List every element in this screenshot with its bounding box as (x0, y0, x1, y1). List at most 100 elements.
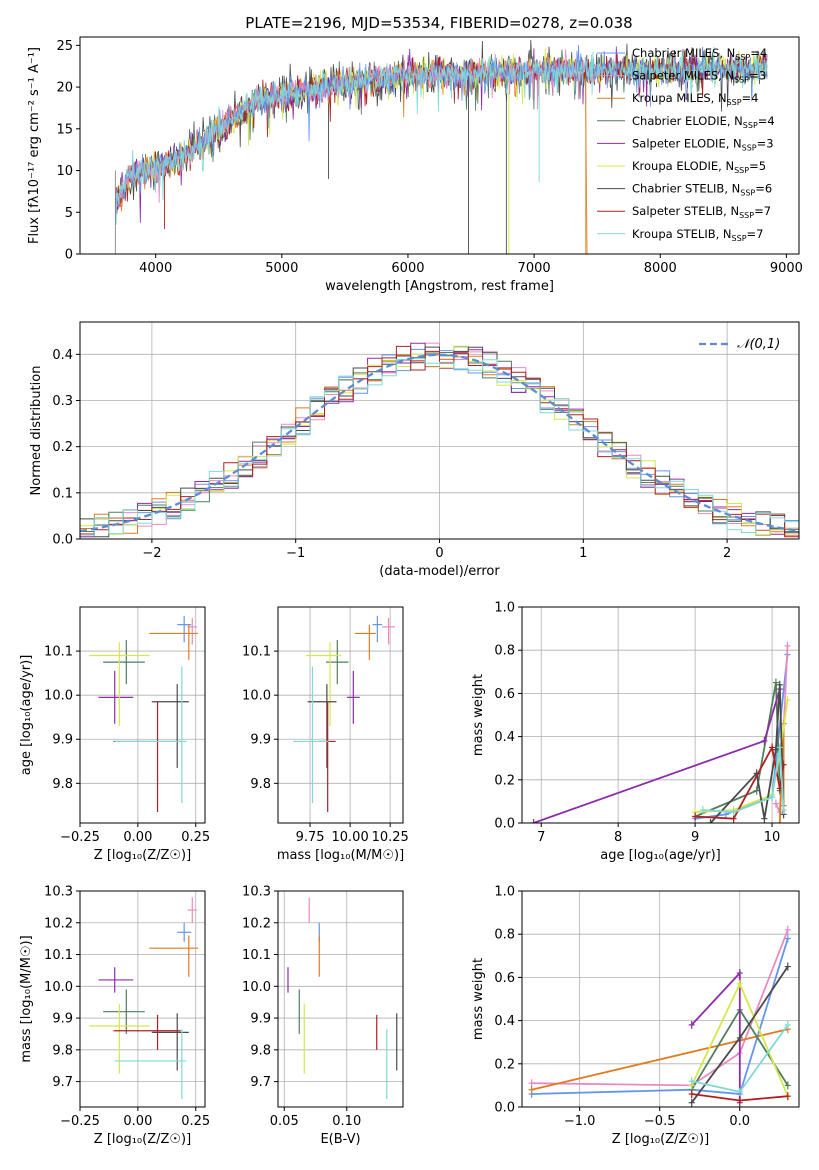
histogram-step (80, 358, 799, 539)
y-tick-label: 10.3 (242, 885, 271, 900)
plot-area (89, 897, 199, 1100)
legend-label: Chabrier ELODIE, NSSP=4 (632, 114, 775, 130)
x-tick-label: 0.0 (729, 1114, 750, 1129)
y-tick-label: 0 (65, 248, 73, 263)
y-tick-label: 10.2 (44, 916, 73, 931)
x-tick-label: 6000 (391, 261, 424, 276)
y-tick-label: 10.1 (44, 948, 73, 963)
x-tick-label: 2 (723, 546, 731, 561)
legend-label: Salpeter STELIB, NSSP=7 (632, 204, 771, 220)
legend-label: Kroupa MILES, NSSP=4 (632, 91, 758, 107)
x-tick-label: 5000 (265, 261, 298, 276)
weight-line (531, 1028, 789, 1091)
y-tick-label: 9.8 (52, 1043, 73, 1058)
y-tick-label: 5 (65, 206, 73, 221)
y-tick-label: 15 (56, 122, 73, 137)
legend-label: Salpeter ELODIE, NSSP=3 (632, 136, 774, 152)
y-tick-label: 10.0 (44, 689, 73, 704)
y-tick-label: 0.2 (52, 440, 73, 455)
x-tick-label: 0.10 (332, 1114, 361, 1129)
age-vs-Z-panel: −0.25 0.00 0.25 9.8 9.9 10.0 10.1 Z [log₁₀(Z/Z☉… (19, 606, 210, 863)
mass-vs-ebv-panel: 0.05 0.10 9.7 9.8 9.9 10.0 10.1 10.2 10.3 E(B-V) (242, 885, 404, 1147)
plot-area (293, 615, 395, 812)
x-tick-label: −0.25 (60, 830, 100, 845)
y-tick-label: 9.9 (52, 1012, 73, 1027)
y-tick-label: 0.8 (494, 928, 515, 943)
x-tick-label: 0 (435, 546, 443, 561)
x-axis-label: E(B-V) (320, 1132, 360, 1147)
y-tick-label: 25 (56, 39, 73, 54)
y-tick-label: 0.6 (494, 687, 515, 702)
y-tick-label: 1.0 (494, 601, 515, 616)
axes-frame (277, 606, 404, 824)
y-tick-label: 0.2 (494, 1057, 515, 1072)
y-axis-label: mass weight (471, 674, 486, 756)
y-tick-label: 0.2 (494, 773, 515, 788)
x-axis-label: Z [log₁₀(Z/Z☉)] (94, 848, 191, 863)
axes-frame (521, 890, 800, 1108)
y-tick-label: 10.1 (44, 645, 73, 660)
y-tick-label: 9.8 (250, 1043, 271, 1058)
x-tick-label: 10 (764, 830, 781, 845)
y-tick-label: 10.0 (242, 980, 271, 995)
axes-frame (79, 321, 800, 540)
plot-area (528, 925, 791, 1107)
weight-vs-Z-panel: −1.0 −0.5 0.0 0.0 0.2 0.4 0.6 0.8 1.0 Z [log₁₀(Z/… (471, 885, 800, 1147)
axes-frame (79, 606, 206, 824)
axes-frame (79, 890, 206, 1108)
y-tick-label: 0.0 (494, 817, 515, 832)
x-tick-label: −2 (142, 546, 161, 561)
x-tick-label: 4000 (139, 261, 172, 276)
x-tick-label: 0.00 (123, 830, 152, 845)
legend-label: Kroupa STELIB, NSSP=7 (632, 227, 763, 243)
y-axis-label: age [log₁₀(age/yr)] (19, 655, 34, 776)
plot-area (530, 641, 791, 823)
x-tick-label: −0.25 (60, 1114, 100, 1129)
x-tick-label: 10.25 (372, 830, 409, 845)
y-tick-label: 0.6 (494, 971, 515, 986)
y-axis-label: mass [log₁₀(M/M☉)] (19, 935, 34, 1062)
y-axis-label: Normed distribution (29, 366, 44, 496)
y-tick-label: 9.8 (52, 777, 73, 792)
y-tick-label: 9.7 (52, 1075, 73, 1090)
y-tick-label: 10.0 (242, 689, 271, 704)
plot-area (89, 615, 199, 812)
legend-label: 𝒩(0,1) (737, 337, 780, 352)
x-tick-label: 8000 (644, 261, 677, 276)
y-tick-label: 0.0 (494, 1101, 515, 1116)
weight-line (709, 684, 785, 823)
residual-histogram-panel: −2 −1 0 1 2 0.0 0.1 0.2 0.3 0.4 (data-model)/error… (29, 321, 800, 579)
x-tick-label: 0.00 (123, 1114, 152, 1129)
y-tick-label: 0.8 (494, 644, 515, 659)
spectrum-line (114, 46, 768, 225)
plot-area (114, 39, 768, 254)
x-tick-label: 9 (691, 830, 699, 845)
x-axis-label: age [log₁₀(age/yr)] (600, 848, 721, 863)
y-tick-label: 0.4 (494, 1014, 515, 1029)
spectrum-legend: Chabrier MILES, NSSP=4 Salpeter MILES, NS… (597, 46, 775, 243)
age-vs-mass-panel: 9.75 10.00 10.25 9.8 9.9 10.0 10.1 mass [log₁₀(… (242, 606, 409, 863)
axes-frame (277, 890, 404, 1108)
y-tick-label: 9.8 (250, 777, 271, 792)
x-tick-label: 7000 (518, 261, 551, 276)
y-axis-label: mass weight (471, 958, 486, 1040)
x-tick-label: −1.0 (564, 1114, 596, 1129)
y-tick-label: 0.3 (52, 394, 73, 409)
legend-label: Chabrier MILES, NSSP=4 (632, 46, 767, 62)
y-tick-label: 0.1 (52, 486, 73, 501)
figure-title: PLATE=2196, MJD=53534, FIBERID=0278, z=0… (245, 14, 632, 32)
x-tick-label: −0.5 (644, 1114, 676, 1129)
y-tick-label: 10.1 (242, 948, 271, 963)
x-tick-label: 9000 (770, 261, 803, 276)
legend-label: Chabrier STELIB, NSSP=6 (632, 182, 772, 198)
y-tick-label: 10.1 (242, 645, 271, 660)
y-axis-label: Flux [fλ10⁻¹⁷ erg cm⁻² s⁻¹ A⁻¹] (27, 47, 42, 244)
x-axis-label: Z [log₁₀(Z/Z☉)] (612, 1132, 709, 1147)
y-tick-label: 10 (56, 164, 73, 179)
y-tick-label: 9.9 (250, 1012, 271, 1027)
plot-area (80, 342, 799, 539)
x-tick-label: 8 (614, 830, 622, 845)
legend-label: Kroupa ELODIE, NSSP=5 (632, 159, 766, 175)
y-tick-label: 9.9 (250, 733, 271, 748)
